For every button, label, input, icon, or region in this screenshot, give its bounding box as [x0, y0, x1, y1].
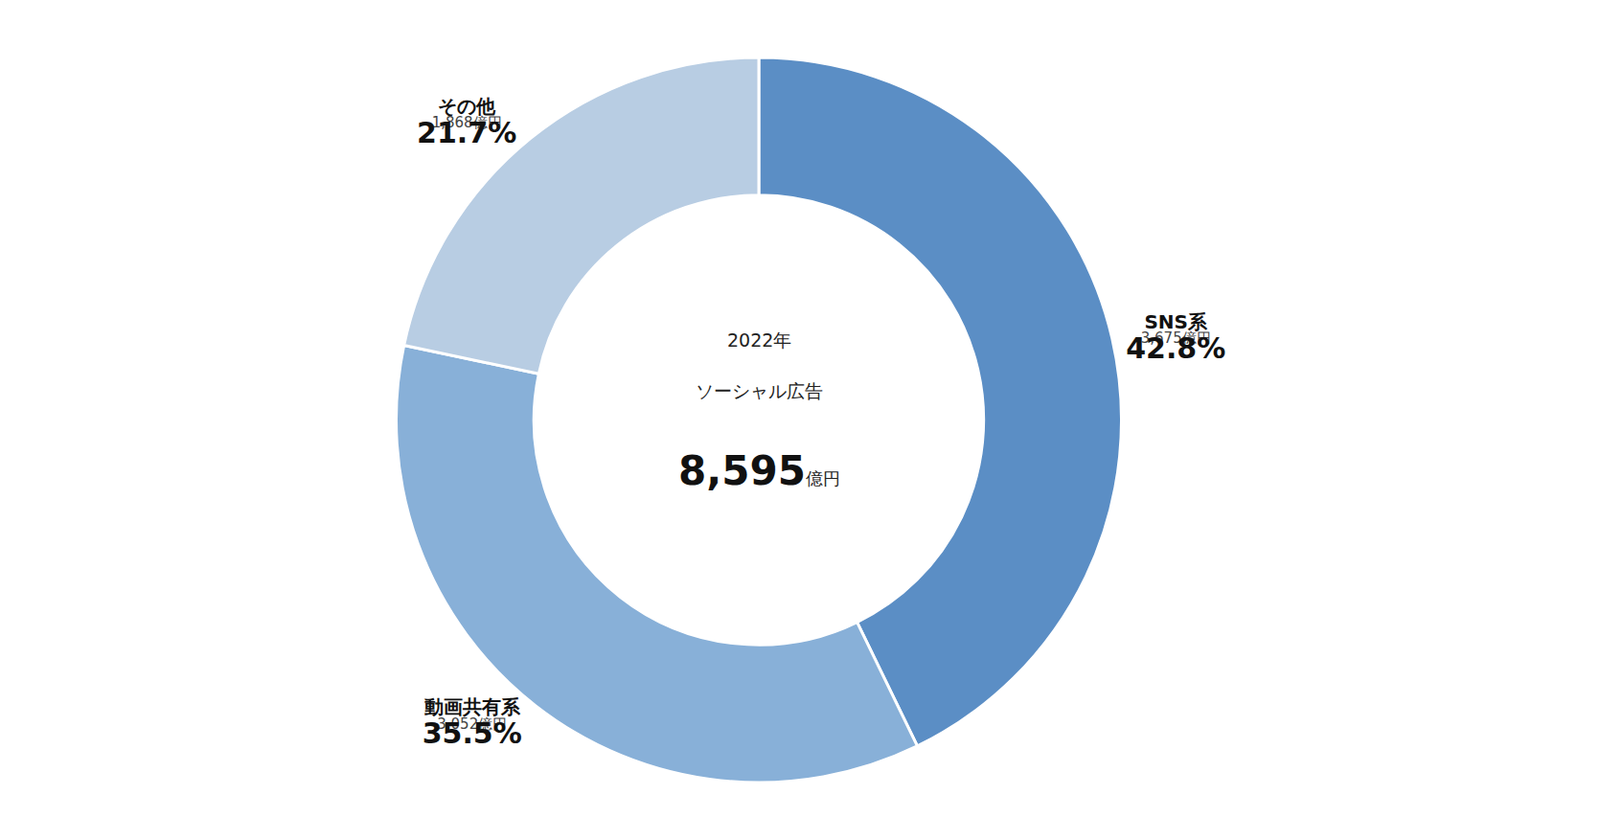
svg-text:8,595億円: 8,595億円 [678, 447, 841, 495]
svg-text:その他1,868億円21.7%: その他1,868億円21.7% [416, 94, 517, 150]
svg-text:2022年: 2022年 [727, 329, 792, 351]
svg-text:SNS系3,675億円42.8%: SNS系3,675億円42.8% [1125, 310, 1226, 366]
svg-text:動画共有系3,052億円35.5%: 動画共有系3,052億円35.5% [422, 695, 523, 751]
svg-text:ソーシャル広告: ソーシャル広告 [695, 380, 823, 402]
